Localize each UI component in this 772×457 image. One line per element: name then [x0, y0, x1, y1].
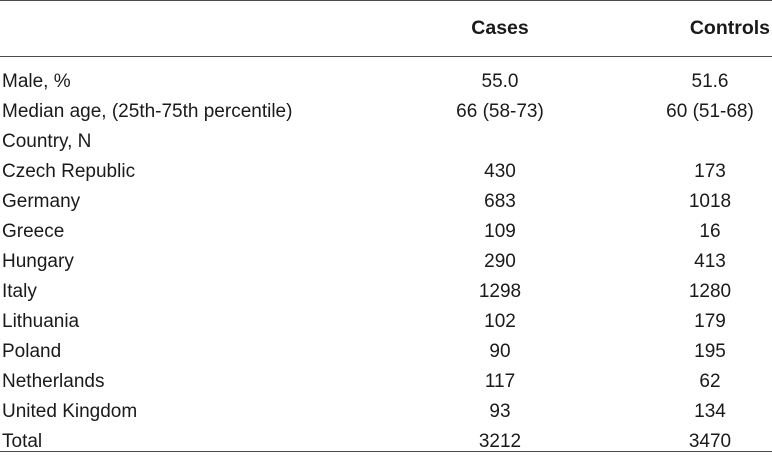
row-label: Poland	[2, 341, 62, 362]
controls-value: 51.6	[691, 71, 729, 92]
table-row: Lithuania 102 179	[0, 307, 772, 337]
table-row: Netherlands 117 62	[0, 367, 772, 397]
row-label: Czech Republic	[2, 161, 136, 182]
table-header: Cases Controls	[0, 0, 772, 56]
cases-value: 66 (58-73)	[456, 101, 544, 122]
row-label: United Kingdom	[2, 401, 138, 422]
controls-value: 62	[699, 371, 721, 392]
table-row: Italy 1298 1280	[0, 277, 772, 307]
table-row: Median age, (25th-75th percentile) 66 (5…	[0, 97, 772, 127]
table-body: Male, % 55.0 51.6 Median age, (25th-75th…	[0, 67, 772, 457]
table-row: Male, % 55.0 51.6	[0, 67, 772, 97]
cases-value: 93	[489, 401, 511, 422]
cases-value: 117	[484, 371, 516, 392]
table-row: Total 3212 3470	[0, 427, 772, 457]
cases-value: 290	[484, 251, 516, 272]
header-controls: Controls	[689, 17, 770, 39]
row-label: Total	[2, 431, 43, 452]
row-label: Germany	[2, 191, 81, 212]
table-top-rule	[0, 0, 772, 1]
table-row: Germany 683 1018	[0, 187, 772, 217]
table-header-rule	[0, 56, 772, 57]
cases-value: 1298	[478, 281, 522, 302]
row-label: Netherlands	[2, 371, 105, 392]
row-label: Italy	[2, 281, 37, 302]
row-label: Hungary	[2, 251, 74, 272]
table-row: Greece 109 16	[0, 217, 772, 247]
row-label: Median age, (25th-75th percentile)	[2, 101, 293, 122]
cases-value: 102	[484, 311, 516, 332]
cases-value: 109	[484, 221, 516, 242]
header-cases: Cases	[471, 17, 529, 39]
table-row: Czech Republic 430 173	[0, 157, 772, 187]
row-label: Male, %	[2, 71, 71, 92]
controls-value: 1280	[688, 281, 732, 302]
cases-value: 3212	[478, 431, 522, 452]
row-label: Greece	[2, 221, 65, 242]
row-label: Lithuania	[2, 311, 80, 332]
controls-value: 3470	[688, 431, 732, 452]
controls-value: 134	[694, 401, 726, 422]
table-row: Hungary 290 413	[0, 247, 772, 277]
controls-value: 413	[694, 251, 726, 272]
cases-value: 430	[484, 161, 516, 182]
controls-value: 1018	[688, 191, 732, 212]
controls-value: 179	[694, 311, 726, 332]
cases-value: 90	[489, 341, 511, 362]
controls-value: 195	[694, 341, 726, 362]
row-label: Country, N	[2, 131, 92, 152]
table-row: Poland 90 195	[0, 337, 772, 367]
controls-value: 173	[694, 161, 726, 182]
controls-value: 60 (51-68)	[666, 101, 754, 122]
cases-value: 683	[484, 191, 516, 212]
controls-value: 16	[699, 221, 721, 242]
cases-value: 55.0	[481, 71, 519, 92]
table-row: United Kingdom 93 134	[0, 397, 772, 427]
table-row: Country, N	[0, 127, 772, 157]
